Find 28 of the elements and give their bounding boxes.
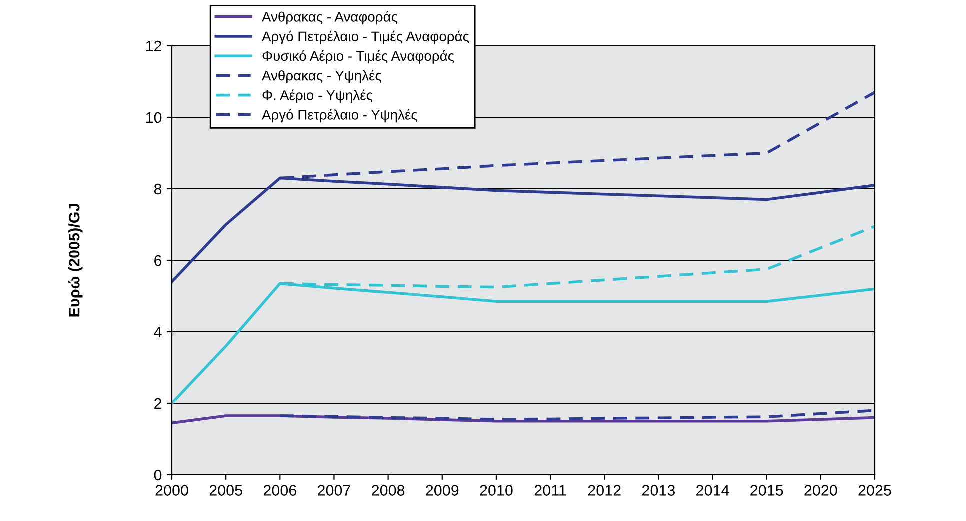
y-tick-label: 10 xyxy=(146,112,162,124)
x-tick-label: 2020 xyxy=(804,485,838,496)
y-tick-label: 8 xyxy=(154,184,162,195)
legend-label: Ανθρακας - Αναφοράς xyxy=(262,11,398,25)
legend-label: Φυσικό Αέριο - Τιμές Αναφοράς xyxy=(262,50,454,64)
x-tick-label: 2014 xyxy=(696,485,730,496)
x-tick-label: 2006 xyxy=(264,485,296,496)
x-tick-label: 2008 xyxy=(372,485,405,496)
x-tick-label: 2005 xyxy=(210,485,242,496)
x-tick-label: 2012 xyxy=(588,485,621,496)
y-tick-label: 6 xyxy=(154,255,162,266)
x-tick-label: 2000 xyxy=(156,485,188,496)
x-tick-label: 2010 xyxy=(480,485,513,496)
legend-label: Αργό Πετρέλαιο - Υψηλές xyxy=(262,109,418,123)
y-axis-title: Ευρώ (2005)/GJ xyxy=(68,204,83,317)
y-tick-label: 0 xyxy=(154,470,162,481)
x-tick-label: 2025 xyxy=(858,485,892,496)
x-tick-label: 2011 xyxy=(534,485,566,496)
legend-label: Ανθρακας - Υψηλές xyxy=(262,70,382,84)
x-tick-label: 2007 xyxy=(318,485,350,496)
y-tick-label: 4 xyxy=(154,327,162,338)
legend-label: Αργό Πετρέλαιο - Τιμές Αναφοράς xyxy=(262,30,470,44)
x-tick-label: 2009 xyxy=(426,485,459,496)
x-tick-label: 2015 xyxy=(750,485,784,496)
legend-label: Φ. Αέριο - Υψηλές xyxy=(262,90,373,104)
y-tick-label: 12 xyxy=(146,40,162,52)
x-tick-label: 2013 xyxy=(642,485,676,496)
y-tick-label: 2 xyxy=(154,398,162,410)
